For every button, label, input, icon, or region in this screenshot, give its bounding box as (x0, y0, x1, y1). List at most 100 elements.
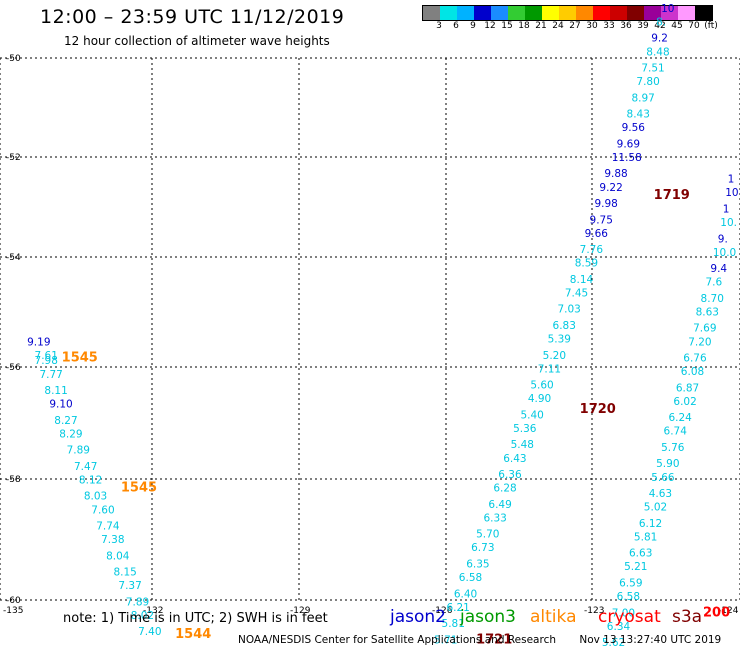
data-point-label: 8.12 (79, 474, 102, 486)
color-swatch (593, 6, 610, 20)
data-point-label: 7.6 (705, 277, 722, 289)
y-tick-label: -52 (6, 153, 21, 163)
color-swatch (678, 6, 695, 20)
data-point-label: 9.2 (651, 33, 668, 45)
data-point-label: 10 (661, 3, 674, 15)
data-point-label: 9.66 (585, 228, 609, 240)
satellite-legend-cryosat: cryosat (598, 607, 661, 627)
satellite-legend-altika: altika (530, 607, 577, 627)
color-swatch (508, 6, 525, 20)
data-point-label: 8.29 (59, 428, 82, 440)
data-point-label: 6.59 (619, 577, 642, 589)
color-legend-label: 36 (620, 21, 632, 31)
data-point-label: 11.58 (612, 152, 642, 164)
data-point-label: 8.03 (84, 491, 107, 503)
data-point-label: 6.21 (446, 602, 469, 614)
data-point-label: 7.89 (67, 445, 90, 457)
data-point-label: 7.03 (557, 304, 580, 316)
data-point-label: 6.24 (668, 412, 692, 424)
data-point-label: 5.71 (434, 634, 457, 646)
data-point-label: 9.10 (49, 399, 72, 411)
color-swatch (695, 6, 712, 20)
data-point-label: 7.37 (118, 580, 141, 592)
color-legend-label: 70 (688, 21, 700, 31)
data-point-label: 10. (720, 217, 737, 229)
color-swatch (576, 6, 593, 20)
data-point-label: 7.74 (96, 521, 120, 533)
color-legend-label: 15 (501, 21, 513, 31)
data-point-label: 9.56 (622, 122, 646, 134)
color-legend-label: 39 (637, 21, 649, 31)
data-point-label: 8.04 (106, 550, 130, 562)
data-point-label: 6.40 (454, 588, 477, 600)
data-point-label: 7.45 (565, 287, 588, 299)
color-legend-label: 30 (586, 21, 598, 31)
data-point-label: 5.81 (442, 618, 465, 630)
data-point-label: 7.47 (74, 461, 97, 473)
data-point-label: 6.43 (503, 453, 526, 465)
data-point-label: 8. (656, 16, 666, 28)
data-point-label: 5.60 (530, 380, 553, 392)
data-point-label: 6.02 (673, 396, 696, 408)
x-tick-label: -124 (718, 606, 739, 616)
data-point-label: 6.08 (681, 366, 704, 378)
data-point-label: 8.59 (575, 258, 598, 270)
data-point-label: 8.63 (696, 306, 719, 318)
x-tick-label: -123 (584, 606, 604, 616)
data-point-label: 7.76 (580, 244, 604, 256)
data-point-label: 7.20 (688, 336, 711, 348)
data-point-label: 7.80 (636, 76, 659, 88)
color-legend-label: 18 (518, 21, 530, 31)
x-tick-label: -132 (143, 606, 163, 616)
data-point-label: 5.39 (548, 334, 571, 346)
time-label: 1545 (121, 481, 157, 496)
time-label: 1544 (175, 627, 211, 642)
data-point-label: 6.33 (483, 512, 506, 524)
data-point-label: 5.20 (543, 350, 566, 362)
color-legend-label: 24 (552, 21, 564, 31)
color-swatch (627, 6, 644, 20)
data-point-label: 5.02 (644, 502, 667, 514)
data-point-label: 6.73 (471, 542, 494, 554)
data-point-label: 7.38 (101, 534, 124, 546)
color-legend-label: 21 (535, 21, 547, 31)
color-swatch (644, 6, 661, 20)
data-point-label: 5.76 (661, 442, 685, 454)
data-point-label: 7.77 (39, 369, 62, 381)
data-point-label: 9.22 (599, 182, 622, 194)
time-label: 200 (703, 605, 730, 620)
color-legend-label: 27 (569, 21, 581, 31)
data-point-label: 9.69 (617, 138, 640, 150)
color-swatch (525, 6, 542, 20)
color-legend-label: 6 (453, 21, 459, 31)
footer-center: NOAA/NESDIS Center for Satellite Applica… (238, 634, 556, 646)
data-point-label: 8.27 (54, 415, 77, 427)
data-point-label: 9. (718, 233, 728, 245)
color-legend-label: 3 (436, 21, 442, 31)
data-point-label: 9.88 (604, 168, 627, 180)
color-legend-label: 9 (470, 21, 476, 31)
data-point-label: 6.76 (683, 353, 707, 365)
color-swatch (491, 6, 508, 20)
color-legend-label: 42 (654, 21, 666, 31)
x-tick-label: -129 (290, 606, 311, 616)
data-point-label: 7.98 (35, 355, 58, 367)
data-point-label: 8.15 (113, 567, 136, 579)
x-tick-label: -135 (3, 606, 23, 616)
data-point-label: 7.11 (538, 363, 561, 375)
data-point-label: 6.28 (493, 483, 516, 495)
satellite-legend-jason3: jason3 (460, 607, 516, 627)
data-point-label: 4.90 (528, 393, 551, 405)
data-point-label: 7.60 (91, 504, 114, 516)
y-tick-label: -58 (6, 475, 21, 485)
data-point-label: 5.48 (511, 439, 534, 451)
chart-title: 12:00 – 23:59 UTC 11/12/2019 (40, 6, 345, 28)
color-swatch (423, 6, 440, 20)
y-tick-label: -56 (6, 363, 21, 373)
color-legend-label: 45 (671, 21, 683, 31)
data-point-label: 8.70 (701, 293, 724, 305)
data-point-label: 5.21 (624, 561, 647, 573)
data-point-label: 9.4 (710, 263, 727, 275)
y-tick-label: -50 (6, 54, 21, 64)
